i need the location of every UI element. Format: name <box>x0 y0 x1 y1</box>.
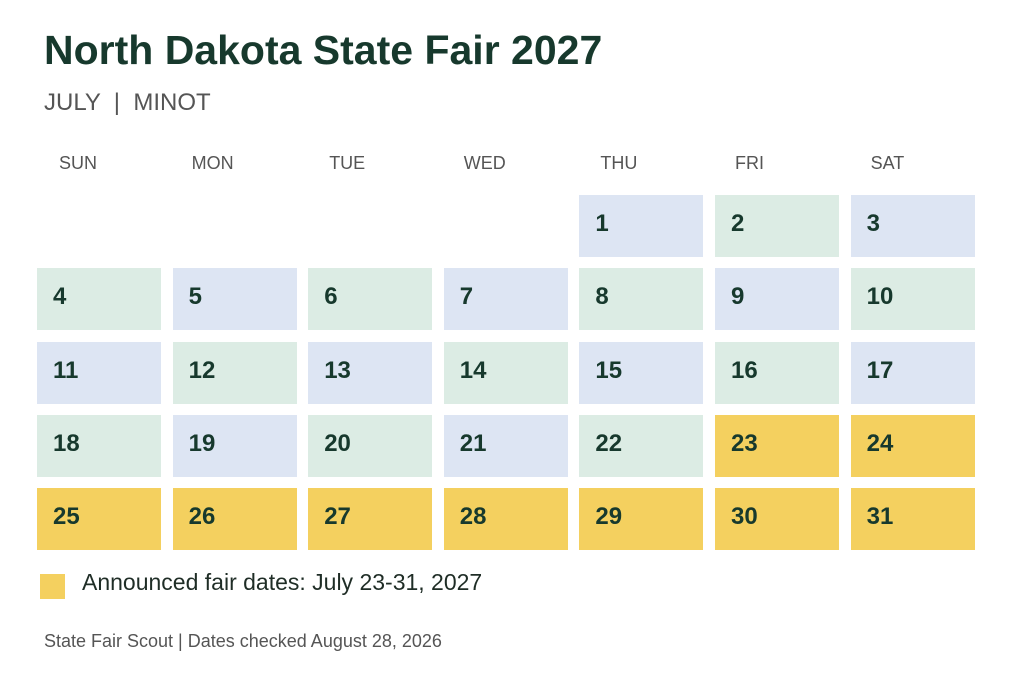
day-cell-10: 10 <box>850 268 975 331</box>
day-number: 13 <box>324 356 351 384</box>
weekday-thu: THU <box>600 153 638 173</box>
day-cell-31: 31 <box>850 488 975 551</box>
day-cell-4: 4 <box>37 268 161 331</box>
day-number: 15 <box>595 356 623 384</box>
day-number: 2 <box>731 210 745 237</box>
day-number: 16 <box>731 356 758 384</box>
calendar-title: North Dakota State Fair 2027 <box>44 27 603 73</box>
day-cell-19: 19 <box>172 414 297 477</box>
day-cell-9: 9 <box>715 268 839 331</box>
day-cell-20: 20 <box>308 414 433 477</box>
day-cell-7: 7 <box>443 268 568 331</box>
day-cell-17: 17 <box>850 341 975 404</box>
day-number: 9 <box>731 283 745 311</box>
day-cell-6: 6 <box>308 268 433 331</box>
weekday-header-row: SUN MON TUE WED THU FRI SAT <box>37 152 973 176</box>
day-number: 24 <box>866 429 894 457</box>
day-number: 30 <box>731 503 758 531</box>
day-cell-23: 23 <box>715 414 839 477</box>
day-number: 1 <box>595 210 609 237</box>
weekday-sat: SAT <box>870 153 905 173</box>
day-number: 29 <box>595 503 623 531</box>
day-number: 19 <box>188 429 216 457</box>
day-number: 12 <box>188 356 216 384</box>
day-cell-29: 29 <box>579 488 704 551</box>
calendar-grid: 1 2 3 4 5 6 7 8 9 10 11 12 13 14 15 16 17 18 19 20 21 22 23 24 2… <box>37 195 975 551</box>
day-cell-3: 3 <box>850 195 975 257</box>
day-number: 10 <box>866 283 894 311</box>
day-number: 4 <box>53 283 67 311</box>
legend-fair-swatch <box>40 574 65 599</box>
day-number: 25 <box>53 503 80 531</box>
weekday-sun: SUN <box>59 153 98 173</box>
day-cell-22: 22 <box>579 414 704 477</box>
day-number: 3 <box>866 210 880 237</box>
weekday-mon: MON <box>191 153 234 173</box>
day-cell-12: 12 <box>172 341 297 404</box>
day-number: 6 <box>324 283 338 311</box>
day-cell-25: 25 <box>37 488 161 551</box>
day-cell-5: 5 <box>172 268 297 331</box>
day-cell-14: 14 <box>443 341 568 404</box>
day-cell-27: 27 <box>308 488 433 551</box>
day-cell-30: 30 <box>715 488 839 551</box>
day-cell-1: 1 <box>579 195 704 257</box>
day-number: 26 <box>188 503 216 531</box>
day-cell-8: 8 <box>579 268 704 331</box>
day-cell-26: 26 <box>172 488 297 551</box>
day-number: 17 <box>866 356 894 384</box>
day-cell-28: 28 <box>443 488 568 551</box>
day-number: 7 <box>459 283 474 311</box>
day-number: 5 <box>188 283 202 311</box>
weekday-tue: TUE <box>329 153 366 173</box>
day-cell-15: 15 <box>579 341 704 404</box>
day-cell-11: 11 <box>37 341 161 404</box>
weekday-wed: WED <box>463 153 506 173</box>
weekday-fri: FRI <box>735 153 764 173</box>
day-cell-2: 2 <box>715 195 839 257</box>
day-cell-24: 24 <box>850 414 975 477</box>
day-number: 31 <box>866 503 894 531</box>
day-number: 22 <box>595 429 623 457</box>
day-number: 11 <box>53 356 79 384</box>
day-number: 8 <box>595 283 609 311</box>
day-number: 14 <box>459 356 487 384</box>
day-number: 20 <box>324 429 351 457</box>
day-number: 21 <box>459 429 487 457</box>
calendar-subtitle: JULY | MINOT <box>44 89 211 116</box>
day-cell-13: 13 <box>308 341 433 404</box>
source-footer: State Fair Scout | Dates checked August … <box>44 631 442 651</box>
day-cell-18: 18 <box>37 414 161 477</box>
day-number: 23 <box>731 429 758 457</box>
day-number: 28 <box>459 503 487 531</box>
day-number: 18 <box>53 429 80 457</box>
legend-label: Announced fair dates: July 23-31, 2027 <box>82 569 483 595</box>
day-number: 27 <box>324 503 351 531</box>
day-cell-21: 21 <box>443 414 568 477</box>
day-cell-16: 16 <box>715 341 839 404</box>
